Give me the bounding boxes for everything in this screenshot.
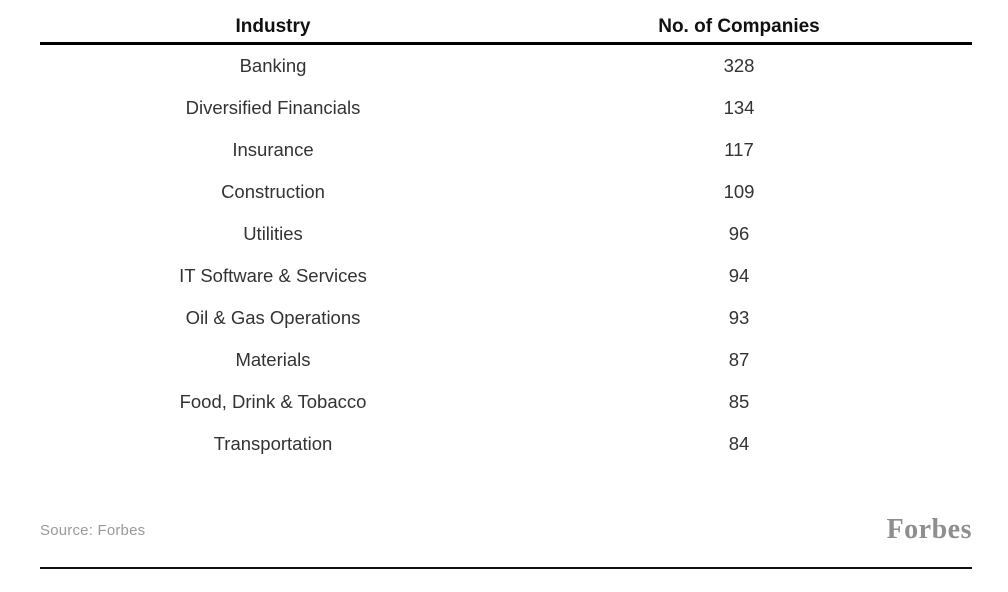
column-header-companies: No. of Companies bbox=[658, 16, 820, 37]
industry-cell: Oil & Gas Operations bbox=[185, 307, 361, 328]
table-header-row: Industry No. of Companies bbox=[40, 0, 972, 45]
company-count-cell: 94 bbox=[728, 265, 750, 286]
company-count-cell: 96 bbox=[728, 223, 750, 244]
industry-cell: Construction bbox=[221, 181, 325, 202]
company-count-cell: 93 bbox=[728, 307, 750, 328]
bottom-divider bbox=[40, 567, 972, 569]
table-row: Banking 328 bbox=[40, 45, 972, 87]
company-count-cell: 87 bbox=[728, 349, 750, 370]
table-row: Transportation 84 bbox=[40, 423, 972, 465]
industry-cell: Transportation bbox=[213, 433, 333, 454]
company-count-cell: 117 bbox=[724, 139, 754, 160]
company-count-cell: 109 bbox=[723, 181, 755, 202]
table-row: Diversified Financials 134 bbox=[40, 87, 972, 129]
table-body: Banking 328 Diversified Financials 134 I… bbox=[40, 45, 972, 465]
industry-cell: Diversified Financials bbox=[185, 97, 361, 118]
industry-cell: IT Software & Services bbox=[179, 265, 367, 286]
table-row: Materials 87 bbox=[40, 339, 972, 381]
industry-cell: Insurance bbox=[232, 139, 314, 160]
source-attribution: Source: Forbes bbox=[40, 521, 146, 539]
forbes-logo: Forbes bbox=[886, 514, 972, 545]
industry-cell: Utilities bbox=[243, 223, 303, 244]
industry-cell: Food, Drink & Tobacco bbox=[179, 391, 367, 412]
table-row: Utilities 96 bbox=[40, 213, 972, 255]
company-count-cell: 84 bbox=[728, 433, 750, 454]
industry-table: Industry No. of Companies Banking 328 Di… bbox=[40, 0, 972, 465]
table-row: Insurance 117 bbox=[40, 129, 972, 171]
table-row: Construction 109 bbox=[40, 171, 972, 213]
table-row: Food, Drink & Tobacco 85 bbox=[40, 381, 972, 423]
footer: Source: Forbes Forbes bbox=[40, 512, 972, 548]
industry-cell: Materials bbox=[235, 349, 311, 370]
table-row: Oil & Gas Operations 93 bbox=[40, 297, 972, 339]
company-count-cell: 85 bbox=[728, 391, 750, 412]
column-header-industry: Industry bbox=[235, 16, 311, 37]
industry-cell: Banking bbox=[239, 55, 307, 76]
table-row: IT Software & Services 94 bbox=[40, 255, 972, 297]
company-count-cell: 134 bbox=[723, 97, 755, 118]
company-count-cell: 328 bbox=[723, 55, 755, 76]
